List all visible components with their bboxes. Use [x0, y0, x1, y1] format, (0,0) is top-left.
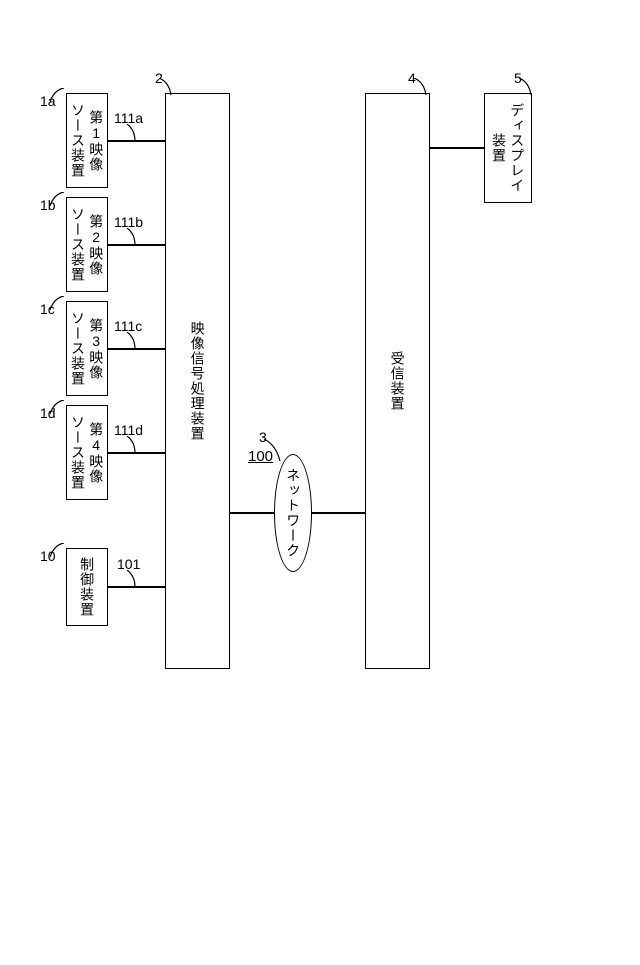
ref-net: 3 — [259, 429, 267, 445]
ref-conn-111d: 111d — [114, 422, 143, 438]
ref-recv: 4 — [408, 70, 416, 86]
edge-net-recv — [311, 512, 366, 514]
ref-conn-111b: 111b — [114, 214, 143, 230]
block-source-1: 第1映像ソース装置 — [66, 93, 108, 188]
edge-src4-proc — [108, 452, 165, 454]
block-receiver-label: 受信装置 — [388, 351, 406, 411]
edge-ctrl-proc — [108, 586, 165, 588]
edge-proc-net — [230, 512, 275, 514]
diagram-canvas: 100 第1映像ソース装置 1a 第2映像ソース装置 1b 第3映像ソース装置 … — [0, 0, 640, 965]
block-network: ネットワーク — [274, 454, 312, 572]
ref-proc: 2 — [155, 70, 163, 86]
block-control: 制御装置 — [66, 548, 108, 626]
block-processor-label: 映像信号処理装置 — [188, 321, 206, 441]
ref-conn-101: 101 — [117, 556, 140, 572]
block-processor: 映像信号処理装置 — [165, 93, 230, 669]
ref-src2: 1b — [40, 197, 56, 213]
block-source-4: 第4映像ソース装置 — [66, 405, 108, 500]
block-network-label: ネットワーク — [284, 468, 302, 558]
ref-src1: 1a — [40, 93, 56, 109]
block-source-2: 第2映像ソース装置 — [66, 197, 108, 292]
block-source-1-label: 第1映像ソース装置 — [69, 103, 105, 178]
block-display-label: ディスプレイ装置 — [490, 103, 526, 193]
block-source-2-label: 第2映像ソース装置 — [69, 207, 105, 282]
block-receiver: 受信装置 — [365, 93, 430, 669]
ref-conn-111c: 111c — [114, 318, 142, 334]
edge-src3-proc — [108, 348, 165, 350]
block-source-3: 第3映像ソース装置 — [66, 301, 108, 396]
block-source-4-label: 第4映像ソース装置 — [69, 415, 105, 490]
ref-conn-111a: 111a — [114, 110, 143, 126]
system-ref-label: 100 — [248, 448, 273, 465]
ref-src4: 1d — [40, 405, 56, 421]
edge-recv-disp — [430, 147, 484, 149]
ref-ctrl: 10 — [40, 548, 56, 564]
edge-src1-proc — [108, 140, 165, 142]
block-source-3-label: 第3映像ソース装置 — [69, 311, 105, 386]
edge-src2-proc — [108, 244, 165, 246]
ref-disp: 5 — [514, 70, 522, 86]
block-control-label: 制御装置 — [78, 557, 96, 617]
ref-src3: 1c — [40, 301, 55, 317]
block-display: ディスプレイ装置 — [484, 93, 532, 203]
